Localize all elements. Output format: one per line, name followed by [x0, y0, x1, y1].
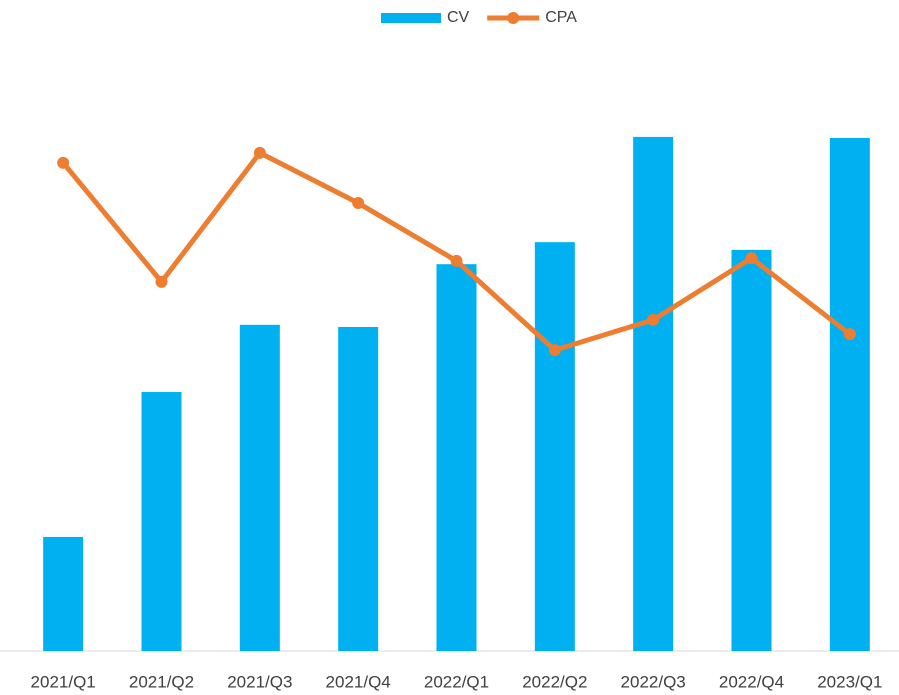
point — [548, 344, 561, 357]
legend-swatch — [507, 12, 520, 24]
x-tick-label: 2021/Q3 — [227, 672, 292, 691]
bar — [141, 392, 182, 651]
point — [352, 197, 365, 210]
x-tick-label: 2022/Q4 — [719, 672, 784, 691]
legend-label: CV — [447, 9, 470, 26]
point — [57, 156, 70, 169]
bar — [534, 242, 575, 651]
point — [745, 252, 758, 265]
x-tick-label: 2021/Q1 — [31, 672, 96, 691]
x-tick-label: 2022/Q1 — [424, 672, 489, 691]
point — [253, 146, 266, 159]
bar — [43, 536, 84, 651]
bar — [633, 136, 674, 652]
x-tick-label: 2021/Q4 — [326, 672, 391, 691]
bar — [239, 324, 280, 651]
bar — [731, 249, 772, 651]
x-tick-label: 2023/Q1 — [817, 672, 882, 691]
point — [450, 254, 463, 267]
point — [843, 328, 856, 341]
x-tick-label: 2021/Q2 — [129, 672, 194, 691]
point — [155, 275, 168, 288]
bar — [338, 327, 379, 651]
bar — [829, 138, 870, 652]
x-tick-label: 2022/Q2 — [522, 672, 587, 691]
legend-swatch — [381, 13, 441, 23]
bar — [436, 264, 477, 651]
legend-label: CPA — [545, 9, 577, 26]
point — [647, 313, 660, 326]
x-tick-label: 2022/Q3 — [621, 672, 686, 691]
